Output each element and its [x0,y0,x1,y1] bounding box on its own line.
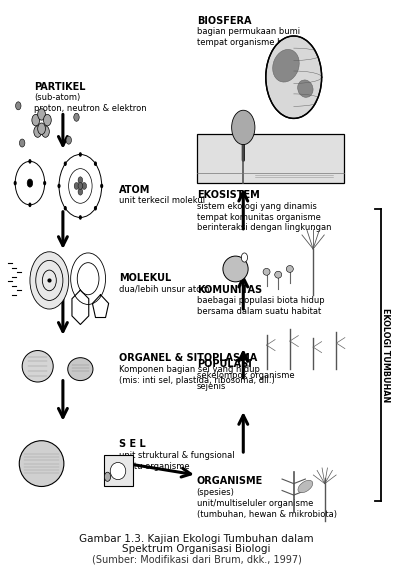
Text: unit struktural & fungsional
suatu organisme: unit struktural & fungsional suatu organ… [119,451,235,470]
Circle shape [100,184,103,188]
Text: ORGANEL & SITOPLASMA: ORGANEL & SITOPLASMA [119,353,257,364]
Ellipse shape [286,265,293,272]
Circle shape [232,110,255,144]
Circle shape [34,126,42,138]
Text: PARTIKEL: PARTIKEL [34,81,85,91]
Circle shape [94,161,97,166]
Text: MOLEKUL: MOLEKUL [119,273,171,283]
Text: unit terkecil molekul: unit terkecil molekul [119,197,205,205]
Text: baebagai populasi biota hidup
bersama dalam suatu habitat: baebagai populasi biota hidup bersama da… [197,297,324,316]
Text: Gambar 1.3. Kajian Ekologi Tumbuhan dalam: Gambar 1.3. Kajian Ekologi Tumbuhan dala… [80,533,314,543]
Circle shape [266,36,322,118]
Text: Spektrum Organisasi Biologi: Spektrum Organisasi Biologi [123,544,271,554]
Text: Komponen bagian sel yang hidup
(mis: inti sel, plastida, ribosoma, dll.): Komponen bagian sel yang hidup (mis: int… [119,365,275,385]
Circle shape [19,139,25,147]
Circle shape [43,114,51,126]
Ellipse shape [223,256,248,282]
Circle shape [14,181,17,186]
Ellipse shape [273,50,299,82]
Text: EKOSISTEM: EKOSISTEM [197,190,260,200]
Circle shape [16,102,21,110]
Text: BIOSFERA: BIOSFERA [197,16,251,25]
Ellipse shape [22,350,53,382]
Ellipse shape [110,462,126,480]
Text: KOMUNITAS: KOMUNITAS [197,285,262,295]
Ellipse shape [298,480,313,492]
Circle shape [64,161,67,166]
Circle shape [32,114,40,126]
Text: bagian permukaan bumi
tempat organisme berada: bagian permukaan bumi tempat organisme b… [197,27,307,47]
Ellipse shape [275,271,282,278]
Circle shape [78,188,83,195]
Circle shape [58,184,61,188]
Circle shape [38,123,45,135]
Circle shape [104,472,111,481]
Circle shape [82,183,87,190]
Text: EKOLOGI TUMBUHAN: EKOLOGI TUMBUHAN [381,307,390,402]
Text: sistem ekologi yang dinamis
tempat komunitas organisme
berinteraksi dengan lingk: sistem ekologi yang dinamis tempat komun… [197,202,331,232]
Text: POPULASI: POPULASI [197,359,251,369]
Text: ORGANISME: ORGANISME [197,476,263,487]
Ellipse shape [297,80,313,97]
Ellipse shape [68,358,93,380]
Text: S E L: S E L [119,439,146,449]
Circle shape [79,152,82,157]
Circle shape [42,126,49,138]
FancyBboxPatch shape [197,135,344,183]
Circle shape [66,136,71,144]
Circle shape [79,215,82,220]
Circle shape [78,177,83,184]
Text: (sub-atom)
proton, neutron & elektron: (sub-atom) proton, neutron & elektron [34,93,147,113]
FancyBboxPatch shape [104,455,133,487]
Circle shape [74,113,79,121]
Ellipse shape [19,440,64,487]
Circle shape [242,253,247,262]
Circle shape [94,206,97,210]
Text: (Sumber: Modifikasi dari Brum, dkk., 1997): (Sumber: Modifikasi dari Brum, dkk., 199… [92,555,302,565]
Circle shape [30,252,69,309]
Circle shape [28,159,32,164]
Circle shape [43,181,46,186]
Text: ATOM: ATOM [119,184,151,195]
Circle shape [78,183,83,190]
Text: dua/lebih unsur atom: dua/lebih unsur atom [119,285,210,294]
Circle shape [27,179,33,187]
Ellipse shape [263,268,270,275]
Circle shape [38,109,45,120]
Circle shape [28,202,32,207]
Circle shape [74,183,79,190]
Text: sekelompok organisme
sejenis: sekelompok organisme sejenis [197,371,294,391]
Circle shape [64,206,67,210]
Text: (spesies)
unit/multiseluler organisme
(tumbuhan, hewan & mikrobiota): (spesies) unit/multiseluler organisme (t… [197,488,337,518]
